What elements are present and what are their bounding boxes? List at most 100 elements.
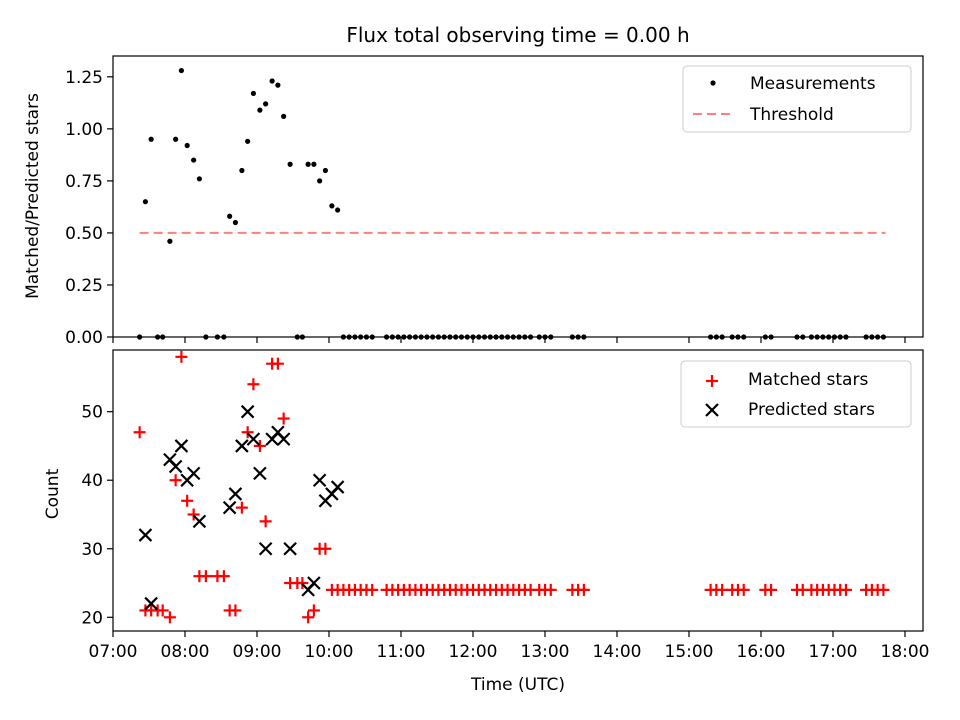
- x-tick-label: 10:00: [305, 642, 354, 662]
- bottom-panel: 20 30 40 50 07:00 08:00 09:00 10:00 11:00 12:00 1…: [43, 349, 930, 695]
- predicted-point: [258, 541, 273, 556]
- measurement-point: [232, 219, 238, 226]
- matched-point: [199, 570, 212, 583]
- predicted-point: [222, 500, 237, 515]
- y-tick-label: 40: [81, 471, 103, 491]
- y-tick-label: 0.00: [65, 328, 103, 348]
- measurement-point: [322, 167, 328, 174]
- measurement-point: [245, 138, 251, 144]
- measurement-point: [250, 90, 256, 97]
- measurement-point: [281, 113, 287, 119]
- matched-point: [877, 583, 890, 596]
- measurement-point: [227, 213, 233, 219]
- matched-point: [366, 583, 379, 596]
- predicted-stars-series: [138, 404, 345, 611]
- bottom-y-ticks: 20 30 40 50: [81, 403, 113, 628]
- legend-threshold-label: Threshold: [749, 105, 834, 125]
- matched-point: [169, 474, 182, 487]
- predicted-point: [307, 576, 321, 590]
- x-tick-label: 18:00: [881, 642, 930, 662]
- matched-point: [544, 583, 557, 596]
- predicted-point: [192, 514, 207, 529]
- x-axis-label: Time (UTC): [470, 675, 565, 695]
- predicted-point: [235, 439, 249, 453]
- y-tick-label: 0.50: [65, 224, 103, 244]
- measurement-point: [239, 167, 245, 174]
- predicted-point: [228, 487, 243, 501]
- legend-matched-label: Matched stars: [748, 370, 868, 390]
- measurement-point: [335, 207, 341, 213]
- measurement-point: [191, 157, 197, 163]
- top-panel: 0.00 0.25 0.50 0.75 1.00 1.25 Matched/Predict…: [23, 55, 924, 348]
- matched-stars-series: [133, 350, 890, 624]
- matched-point: [241, 426, 254, 439]
- x-tick-label: 15:00: [665, 642, 714, 662]
- measurement-point: [184, 142, 190, 149]
- x-tick-label: 16:00: [737, 642, 786, 662]
- matched-point: [737, 583, 750, 596]
- top-legend-box: [682, 65, 912, 133]
- matched-point: [187, 508, 200, 521]
- matched-point: [319, 542, 332, 555]
- matched-point: [253, 439, 266, 452]
- x-tick-label: 13:00: [521, 642, 570, 662]
- measurement-point: [305, 161, 311, 167]
- predicted-point: [253, 466, 267, 481]
- matched-point: [277, 412, 290, 425]
- matched-point: [307, 604, 320, 617]
- matched-point: [716, 583, 729, 596]
- matched-point: [302, 611, 315, 624]
- matched-point: [156, 604, 169, 617]
- legend-matched-marker: [706, 375, 718, 387]
- measurement-point: [196, 176, 202, 182]
- measurement-point: [178, 67, 184, 74]
- matched-point: [765, 583, 778, 596]
- top-plot-frame: [112, 55, 924, 338]
- predicted-point: [138, 528, 153, 542]
- top-legend: Measurements Threshold: [682, 65, 912, 133]
- bottom-legend: Matched stars Predicted stars: [680, 360, 912, 428]
- measurement-point: [311, 161, 317, 167]
- matched-point: [577, 583, 590, 596]
- predicted-point: [312, 473, 327, 487]
- measurement-point: [257, 107, 263, 113]
- matched-point: [259, 515, 272, 528]
- legend-measurements-marker: [710, 80, 716, 86]
- matched-point: [163, 611, 176, 624]
- measurement-point: [173, 136, 179, 142]
- bottom-y-axis-label: Count: [43, 468, 63, 519]
- predicted-point: [283, 541, 297, 556]
- measurement-point: [287, 161, 293, 167]
- matched-point: [217, 570, 230, 583]
- matched-point: [247, 378, 260, 391]
- predicted-point: [240, 404, 255, 419]
- y-tick-label: 1.00: [65, 120, 103, 140]
- y-tick-label: 1.25: [65, 68, 103, 88]
- y-tick-label: 30: [81, 540, 103, 560]
- chart-title: Flux total observing time = 0.00 h: [346, 23, 689, 47]
- matched-point: [133, 426, 146, 439]
- measurement-point: [329, 203, 335, 209]
- legend-predicted-marker: [705, 403, 719, 417]
- x-tick-label: 09:00: [233, 642, 282, 662]
- legend-measurements-label: Measurements: [750, 74, 876, 94]
- predicted-point: [168, 459, 183, 474]
- measurement-point: [167, 238, 173, 244]
- y-tick-label: 20: [81, 608, 103, 628]
- matched-point: [271, 357, 284, 370]
- x-tick-label: 14:00: [593, 642, 642, 662]
- predicted-point: [276, 432, 291, 446]
- matched-point: [296, 577, 309, 590]
- bottom-legend-box: [680, 360, 912, 428]
- top-y-axis-label: Matched/Predicted stars: [23, 93, 43, 299]
- x-tick-label: 12:00: [449, 642, 498, 662]
- x-tick-label: 08:00: [161, 642, 210, 662]
- y-tick-label: 0.25: [65, 276, 103, 296]
- top-y-ticks: 0.00 0.25 0.50 0.75 1.00 1.25: [65, 68, 113, 348]
- measurement-point: [275, 82, 281, 88]
- matched-point: [175, 350, 188, 363]
- x-tick-label: 17:00: [809, 642, 858, 662]
- matched-point: [181, 494, 194, 507]
- matched-point: [839, 583, 852, 596]
